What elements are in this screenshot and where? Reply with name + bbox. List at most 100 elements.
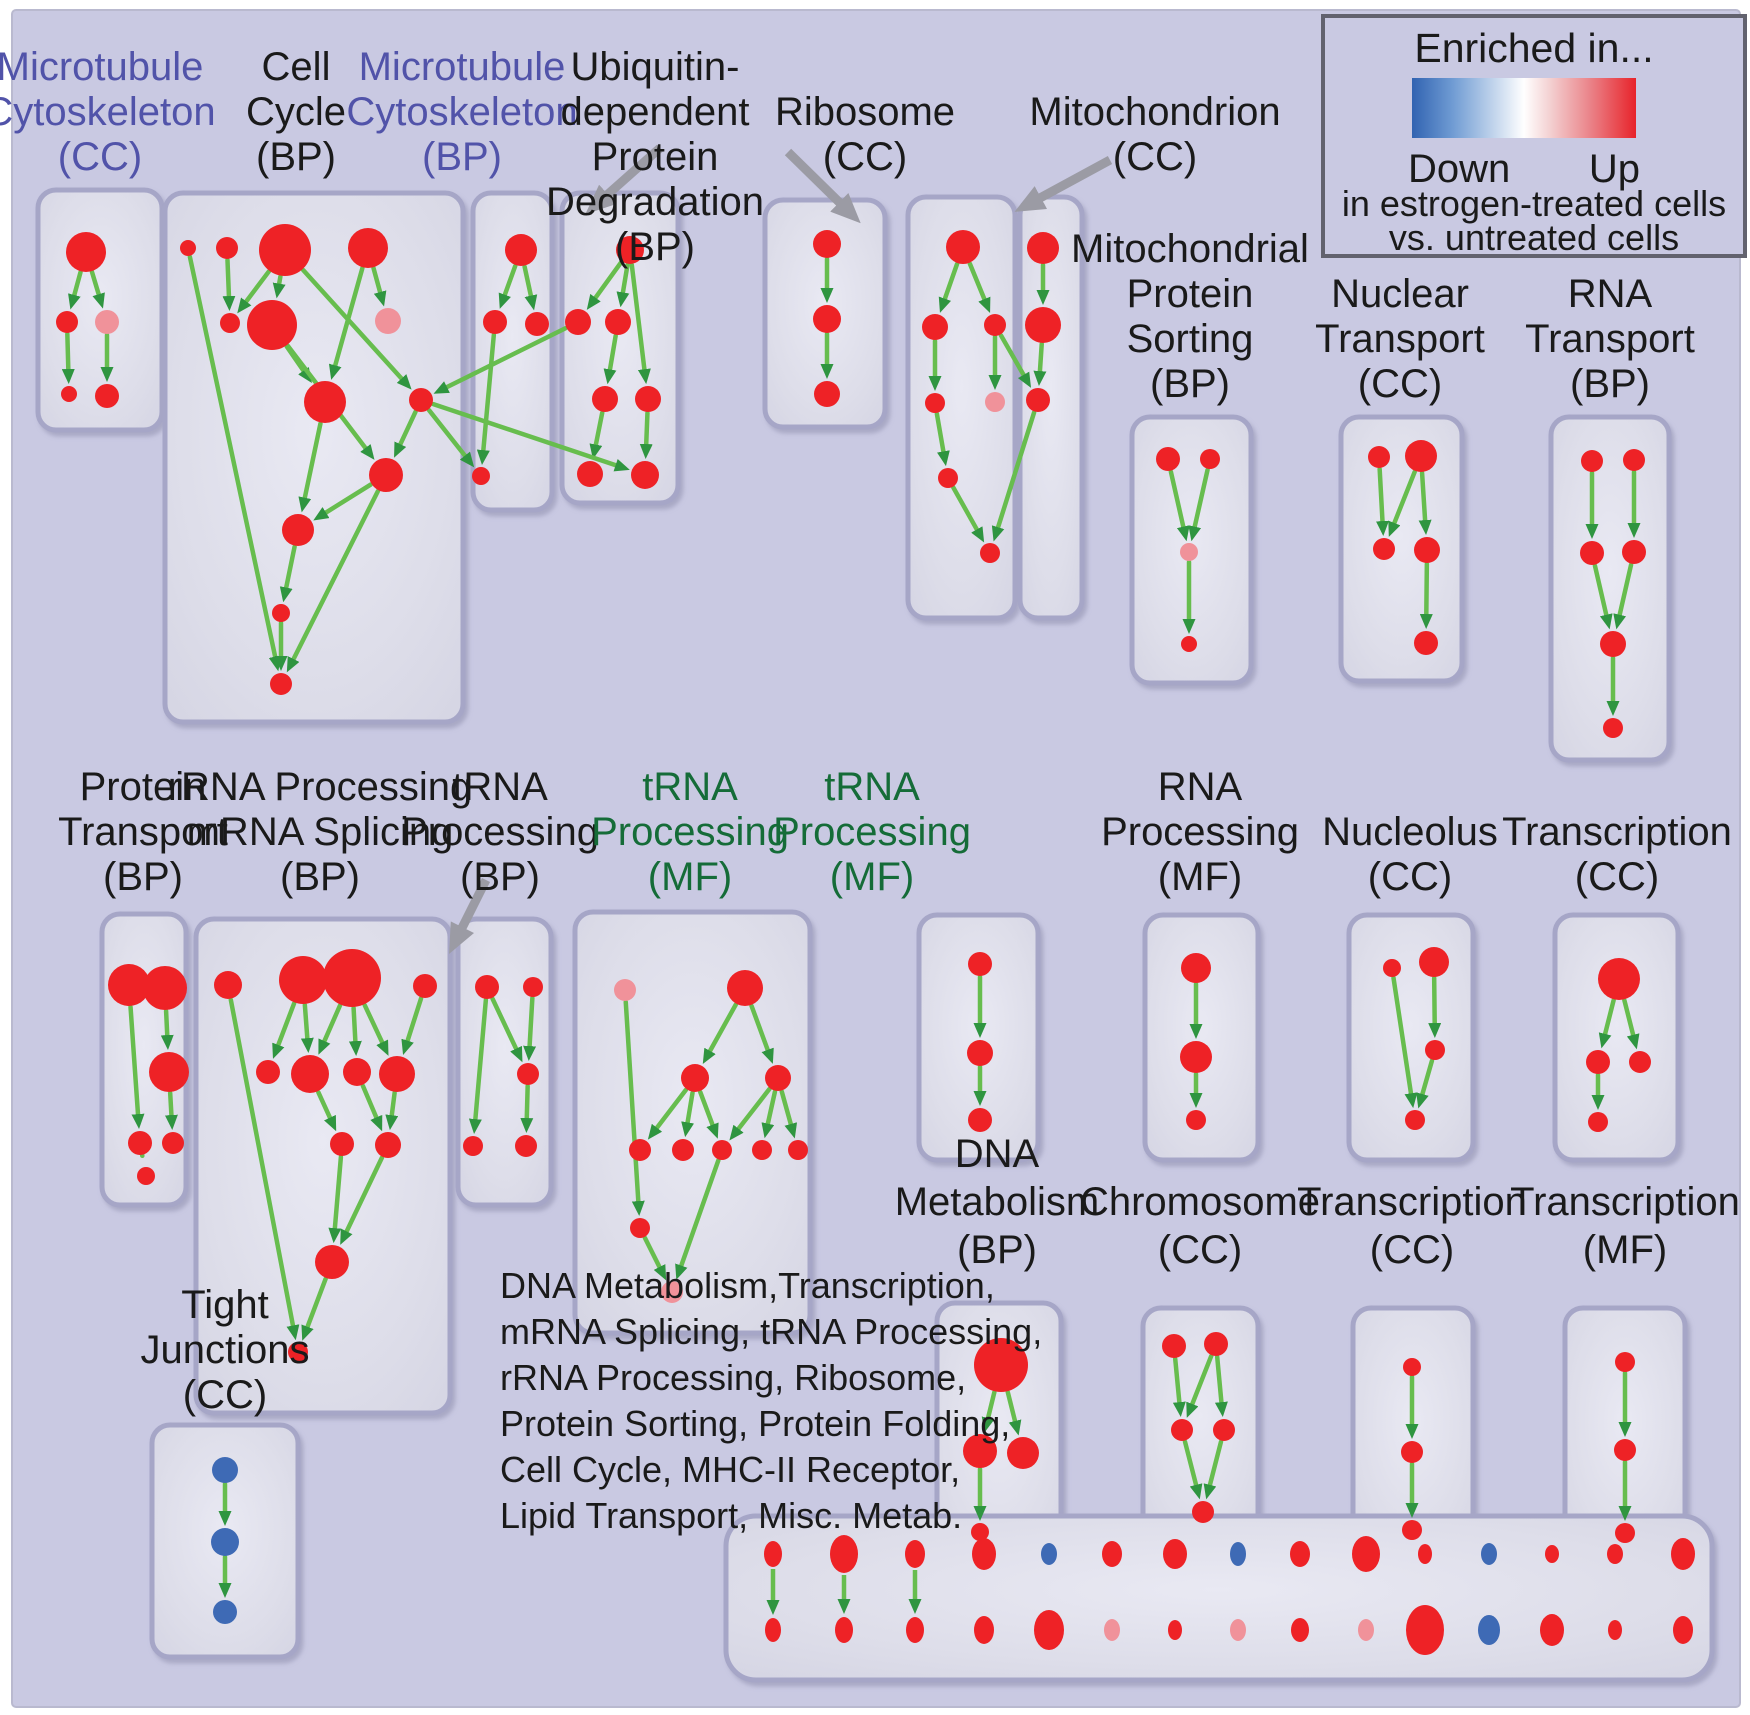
edge-arrow <box>1388 469 1417 537</box>
edge-arrow <box>490 996 523 1063</box>
go-term-node-red <box>1425 1040 1445 1060</box>
edge-arrow <box>647 1087 689 1140</box>
go-term-node-red <box>765 1065 791 1091</box>
go-term-node-red <box>409 388 433 412</box>
go-term-node-red <box>672 1139 694 1161</box>
edge-arrow <box>298 421 323 513</box>
go-term-node-red <box>1026 388 1050 412</box>
go-term-node-red <box>1162 1334 1186 1358</box>
edge-arrow <box>433 325 568 394</box>
go-term-node-red <box>963 1434 997 1468</box>
go-term-node-red <box>282 514 314 546</box>
edge-arrow <box>1622 998 1640 1050</box>
edge-arrow <box>522 264 538 311</box>
edge-arrow <box>1375 466 1389 537</box>
edge-arrow <box>1168 469 1190 542</box>
go-term-node-red <box>1608 1620 1622 1640</box>
edge-arrow <box>702 1002 739 1065</box>
edge-arrow <box>681 1090 695 1138</box>
edge-arrow <box>128 1004 145 1130</box>
go-term-node-blue <box>213 1600 237 1624</box>
edge-arrow <box>616 262 630 308</box>
group-label-ubiquitin-degradation-bp-left: Ubiquitin-dependent Protein Degradation (BP… <box>546 45 764 269</box>
group-label-trna-processing-mf-1: tRNA Processing (MF) <box>591 765 789 899</box>
group-label-microtubule-cytoskeleton-bp: Microtubule Cytoskeleton (BP) <box>346 45 577 179</box>
go-term-node-pink <box>375 308 401 334</box>
edge-arrow <box>1613 562 1634 630</box>
edge-arrow <box>318 1003 343 1055</box>
edge-arrow <box>523 995 537 1062</box>
go-term-node-red <box>180 240 196 256</box>
go-term-node-red <box>788 1140 808 1160</box>
go-term-node-red <box>149 1052 189 1092</box>
edge-arrow <box>89 269 105 309</box>
go-term-node-red <box>1156 447 1180 471</box>
go-term-node-red <box>291 1055 329 1093</box>
go-term-node-red <box>906 1617 924 1643</box>
go-term-node-red <box>1586 1050 1610 1074</box>
legend-up-label: Up <box>1589 147 1640 191</box>
edge-arrow <box>1203 1439 1224 1500</box>
edge-arrow <box>998 333 1032 388</box>
edge-arrow <box>237 269 272 314</box>
label-pointer-arrow-icon <box>449 877 491 954</box>
go-term-node-red <box>1181 636 1197 652</box>
go-term-node-red <box>1540 1614 1564 1646</box>
go-term-node-red <box>629 1139 651 1161</box>
edge-arrow <box>328 1154 344 1244</box>
group-label-trna-processing-bp: tRNA Processing (BP) <box>401 765 599 899</box>
go-term-node-red <box>413 974 437 998</box>
go-term-node-red <box>1186 1110 1206 1130</box>
group-box-rna-transport-bp <box>1548 414 1672 763</box>
go-term-node-red <box>1405 1110 1425 1130</box>
go-term-node-red <box>1607 1544 1623 1564</box>
go-term-node-red <box>1027 232 1059 264</box>
go-term-node-red <box>967 1040 993 1066</box>
go-term-node-red <box>1405 440 1437 472</box>
edge-arrow <box>1416 1058 1435 1109</box>
go-term-node-red <box>259 224 311 276</box>
go-term-node-red <box>343 1058 371 1086</box>
edge-arrow <box>300 1002 314 1054</box>
edge-arrow <box>639 410 653 460</box>
go-term-node-red <box>1181 953 1211 983</box>
go-term-node-blue <box>1481 1543 1497 1565</box>
group-box-nuclear-transport-cc <box>1338 414 1465 684</box>
edge-arrow <box>1598 998 1616 1049</box>
go-term-node-red <box>1614 1439 1636 1461</box>
go-term-node-red <box>1180 1041 1212 1073</box>
edge-arrow <box>286 488 381 673</box>
edge-arrow <box>586 259 624 310</box>
go-term-node-red <box>143 966 187 1010</box>
go-term-node-red <box>1102 1541 1122 1567</box>
go-term-node-red <box>814 381 840 407</box>
go-term-node-red <box>1598 958 1640 1000</box>
go-term-node-red <box>505 234 537 266</box>
go-term-node-pink <box>985 392 1005 412</box>
go-term-node-red <box>1383 959 1401 977</box>
go-term-node-red <box>348 228 388 268</box>
go-term-node-red <box>256 1060 280 1084</box>
go-term-node-red <box>1418 1544 1432 1564</box>
go-term-node-red <box>1368 446 1390 468</box>
edge-arrow <box>164 1090 178 1131</box>
label-pointer-arrow-icon <box>784 148 861 224</box>
go-term-node-red <box>1200 449 1220 469</box>
go-term-node-red <box>272 604 290 622</box>
go-term-node-red <box>483 310 507 334</box>
group-label-transcription-cc-mid: Transcription (CC) <box>1502 810 1732 899</box>
legend-title: Enriched in... <box>1414 25 1653 71</box>
go-term-node-red <box>1291 1618 1309 1642</box>
edge-arrow <box>934 411 950 467</box>
go-term-node-red <box>128 1131 152 1155</box>
go-term-node-blue <box>1041 1543 1057 1565</box>
edge-arrow <box>476 332 497 466</box>
go-term-node-red <box>66 232 106 272</box>
go-term-node-red <box>330 1132 354 1156</box>
go-term-node-red <box>472 467 490 485</box>
go-term-node-red <box>971 1523 989 1541</box>
go-term-node-red <box>1406 1605 1444 1655</box>
go-term-node-red <box>1581 450 1603 472</box>
legend-subtitle-line1: in estrogen-treated cells <box>1342 183 1726 224</box>
